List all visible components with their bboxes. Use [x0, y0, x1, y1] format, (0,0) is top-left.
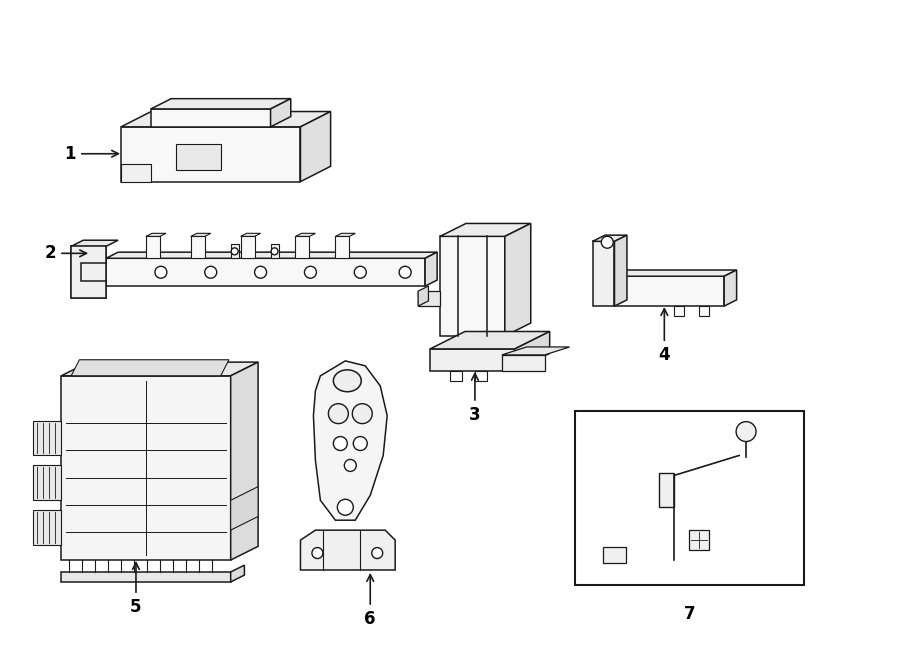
Circle shape — [345, 459, 356, 471]
Polygon shape — [301, 112, 330, 182]
Polygon shape — [440, 237, 505, 336]
Circle shape — [255, 266, 266, 278]
Bar — [574, 410, 804, 585]
Polygon shape — [33, 420, 61, 455]
Circle shape — [328, 404, 348, 424]
Polygon shape — [191, 237, 205, 258]
Polygon shape — [724, 270, 736, 306]
Polygon shape — [295, 237, 310, 258]
Circle shape — [355, 266, 366, 278]
Polygon shape — [240, 233, 261, 237]
Polygon shape — [699, 306, 709, 316]
Polygon shape — [430, 349, 515, 371]
Polygon shape — [71, 247, 106, 298]
Text: 3: 3 — [469, 373, 481, 424]
Polygon shape — [121, 164, 151, 182]
Circle shape — [271, 248, 278, 255]
Text: 5: 5 — [130, 563, 141, 616]
Circle shape — [312, 547, 323, 559]
Polygon shape — [240, 237, 255, 258]
Polygon shape — [440, 223, 531, 237]
Polygon shape — [660, 473, 674, 507]
Polygon shape — [71, 247, 106, 298]
Polygon shape — [176, 144, 220, 170]
Polygon shape — [502, 355, 544, 371]
Polygon shape — [146, 237, 160, 258]
Polygon shape — [33, 510, 61, 545]
Polygon shape — [230, 486, 258, 530]
Polygon shape — [615, 235, 627, 306]
Circle shape — [205, 266, 217, 278]
Polygon shape — [475, 371, 487, 381]
Circle shape — [231, 248, 239, 255]
Circle shape — [304, 266, 317, 278]
Polygon shape — [295, 233, 316, 237]
Polygon shape — [425, 252, 437, 286]
Circle shape — [601, 236, 613, 249]
Polygon shape — [592, 235, 627, 241]
Text: 1: 1 — [65, 145, 119, 163]
Polygon shape — [106, 252, 437, 258]
Polygon shape — [191, 233, 211, 237]
Circle shape — [155, 266, 166, 278]
Polygon shape — [33, 465, 61, 500]
Polygon shape — [271, 245, 278, 258]
Polygon shape — [418, 291, 440, 306]
Polygon shape — [313, 361, 387, 520]
Polygon shape — [450, 371, 462, 381]
Polygon shape — [151, 109, 271, 127]
Text: 7: 7 — [683, 605, 695, 623]
Polygon shape — [61, 362, 258, 376]
Polygon shape — [61, 572, 230, 582]
Polygon shape — [502, 347, 570, 355]
Circle shape — [400, 266, 411, 278]
Polygon shape — [121, 127, 301, 182]
Polygon shape — [674, 306, 684, 316]
Polygon shape — [151, 98, 291, 109]
Circle shape — [333, 436, 347, 451]
Ellipse shape — [333, 370, 361, 392]
Polygon shape — [418, 286, 428, 306]
Text: 2: 2 — [45, 245, 86, 262]
Polygon shape — [121, 112, 330, 127]
Circle shape — [338, 499, 354, 515]
Polygon shape — [71, 240, 118, 247]
Polygon shape — [71, 360, 229, 376]
Polygon shape — [61, 376, 230, 560]
Polygon shape — [230, 245, 238, 258]
Polygon shape — [106, 258, 425, 286]
Circle shape — [354, 436, 367, 451]
Polygon shape — [336, 237, 349, 258]
Circle shape — [736, 422, 756, 442]
Text: 6: 6 — [364, 574, 376, 628]
Polygon shape — [689, 530, 709, 550]
Polygon shape — [615, 270, 736, 276]
Circle shape — [352, 404, 373, 424]
Polygon shape — [271, 98, 291, 127]
Polygon shape — [230, 362, 258, 560]
Polygon shape — [301, 530, 395, 570]
Text: 4: 4 — [659, 309, 670, 364]
Polygon shape — [230, 565, 245, 582]
Polygon shape — [146, 233, 166, 237]
Polygon shape — [592, 241, 615, 306]
Polygon shape — [602, 547, 626, 563]
Polygon shape — [336, 233, 356, 237]
Polygon shape — [430, 332, 550, 349]
Polygon shape — [515, 332, 550, 371]
Polygon shape — [505, 223, 531, 336]
Polygon shape — [615, 276, 724, 306]
Circle shape — [372, 547, 382, 559]
